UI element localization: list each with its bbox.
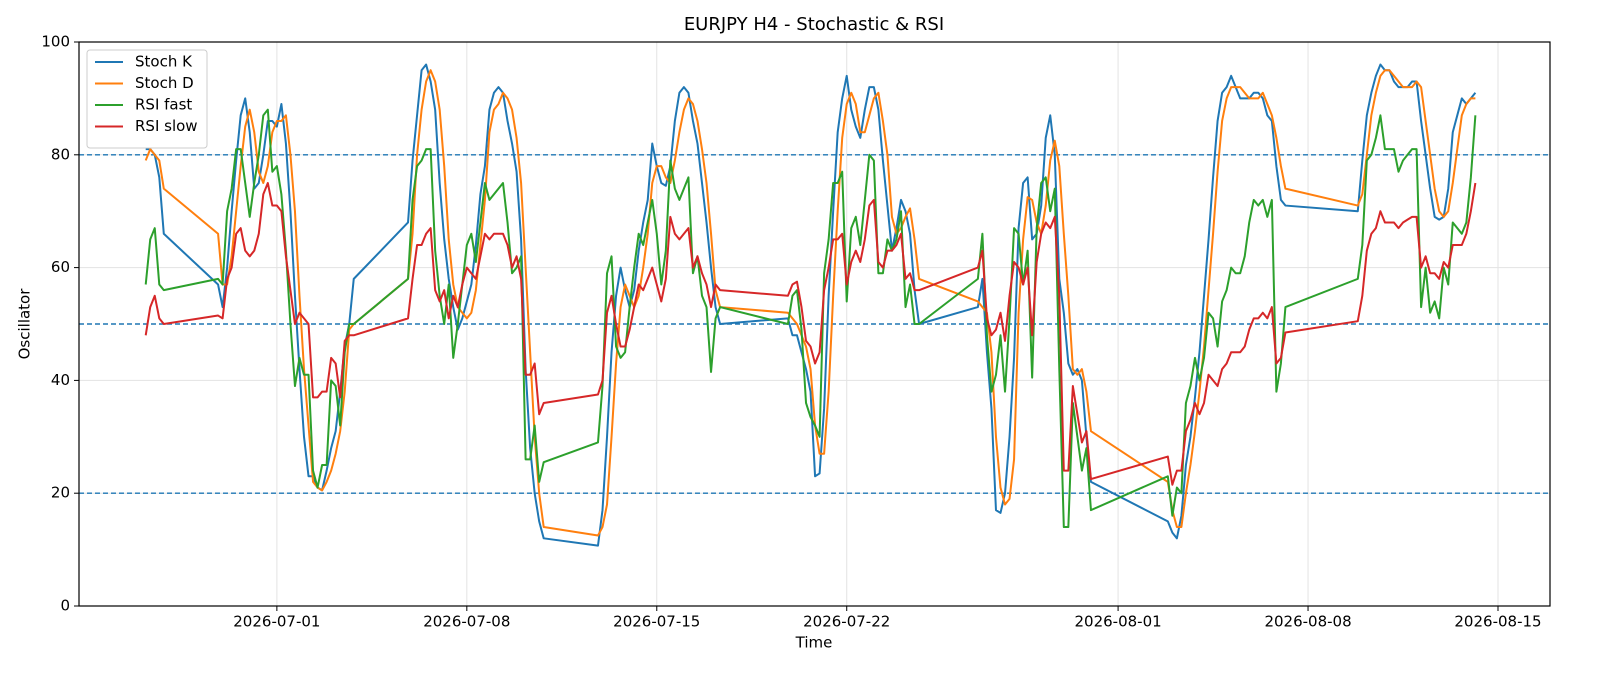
x-axis-label: Time [795, 634, 833, 652]
x-tick-label: 2026-07-22 [803, 613, 890, 631]
legend-box [86, 49, 208, 149]
y-tick-label: 80 [51, 145, 70, 163]
series-line [144, 108, 1477, 529]
y-tick-label: 100 [41, 33, 70, 51]
x-tick-label: 2026-08-01 [1074, 613, 1161, 631]
y-tick-label: 60 [51, 258, 70, 276]
x-tick-label: 2026-08-15 [1454, 613, 1541, 631]
legend: Stoch K Stoch D RSI fast RSI slow [86, 49, 208, 149]
series-line [144, 182, 1477, 486]
legend-label: Stoch D [135, 74, 194, 92]
x-tick-label: 2026-07-15 [613, 613, 700, 631]
y-axis-label: Oscillator [16, 288, 34, 360]
y-tick-label: 20 [51, 484, 70, 502]
y-tick-label: 40 [51, 371, 70, 389]
legend-label: RSI slow [135, 117, 198, 135]
chart-title: EURJPY H4 - Stochastic & RSI [684, 14, 944, 35]
legend-label: Stoch K [135, 53, 193, 71]
y-tick-label: 0 [60, 597, 70, 615]
legend-label: RSI fast [135, 96, 192, 114]
x-tick-label: 2026-08-08 [1264, 613, 1351, 631]
x-tick-label: 2026-07-08 [423, 613, 510, 631]
plot-frame [78, 41, 1551, 607]
x-tick-label: 2026-07-01 [233, 613, 320, 631]
